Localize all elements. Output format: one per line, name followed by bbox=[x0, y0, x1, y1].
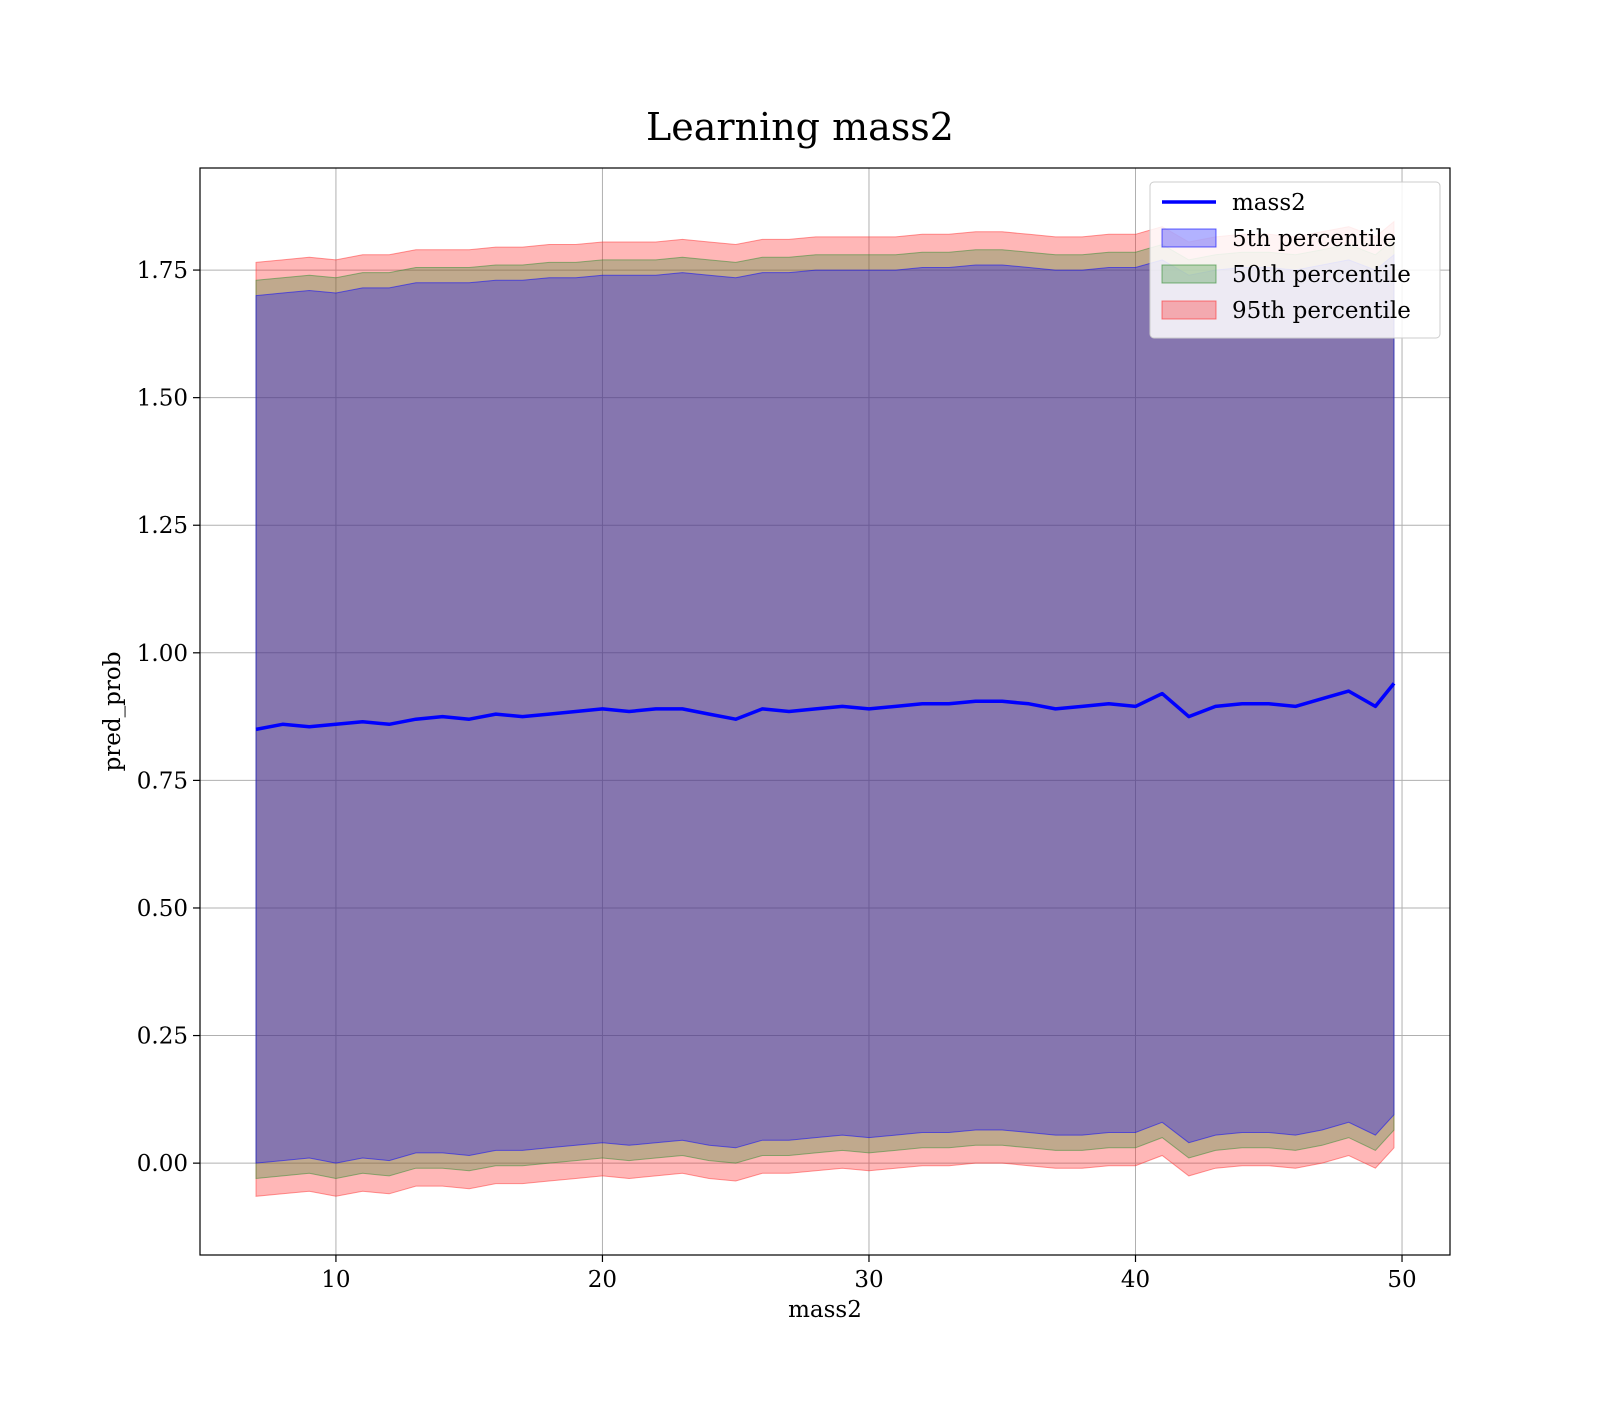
y-tick-label: 0.00 bbox=[137, 1151, 188, 1177]
legend: mass2 5th percentile 50th percentile 95th p… bbox=[1149, 181, 1441, 339]
y-axis-label: pred_prob bbox=[100, 652, 126, 772]
legend-swatch-5th-percentile bbox=[1161, 228, 1217, 248]
x-tick-label: 30 bbox=[854, 1267, 883, 1293]
x-tick-label: 10 bbox=[321, 1267, 350, 1293]
y-tick-label: 0.50 bbox=[137, 896, 188, 922]
plot-area-frame bbox=[199, 167, 1451, 1256]
legend-swatch-50th-percentile bbox=[1161, 264, 1217, 284]
legend-box bbox=[1149, 181, 1441, 339]
y-tick-label: 1.25 bbox=[137, 513, 188, 539]
legend-label-95th-percentile: 95th percentile bbox=[1232, 298, 1411, 324]
line-mass2 bbox=[255, 682, 1396, 732]
y-tick-label: 0.75 bbox=[137, 768, 188, 794]
legend-label-50th-percentile: 50th percentile bbox=[1232, 262, 1411, 288]
legend-swatch-95th-percentile bbox=[1161, 300, 1217, 320]
chart-title: Learning mass2 bbox=[646, 105, 954, 149]
legend-label-5th-percentile: 5th percentile bbox=[1232, 226, 1396, 252]
x-tick-label: 40 bbox=[1121, 1267, 1150, 1293]
x-tick-label: 50 bbox=[1387, 1267, 1416, 1293]
x-axis-ticks: 10 20 30 40 50 bbox=[321, 1255, 1417, 1293]
y-axis-ticks: 0.00 0.25 0.50 0.75 1.00 1.25 1.50 1.75 bbox=[137, 258, 200, 1177]
y-tick-label: 1.00 bbox=[137, 641, 188, 667]
legend-label-mass2: mass2 bbox=[1232, 190, 1306, 216]
y-tick-label: 1.75 bbox=[137, 258, 188, 284]
x-tick-label: 20 bbox=[588, 1267, 617, 1293]
series-lines bbox=[255, 682, 1396, 732]
y-tick-label: 0.25 bbox=[137, 1024, 188, 1050]
x-axis-label: mass2 bbox=[788, 1297, 862, 1323]
y-tick-label: 1.50 bbox=[137, 386, 188, 412]
